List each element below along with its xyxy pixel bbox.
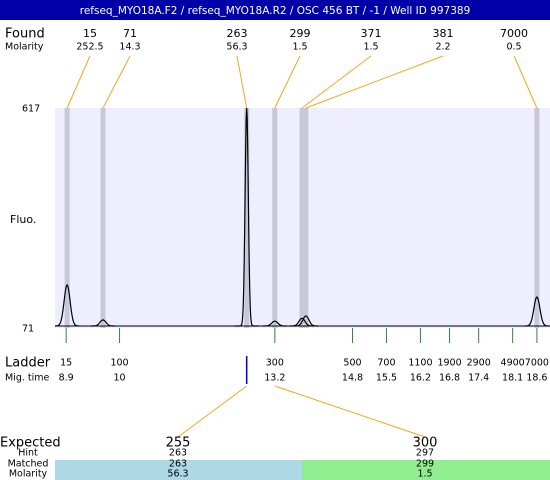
ladder-size: 1100 (408, 358, 432, 369)
hint-size: 263 (169, 448, 187, 459)
found-molarity: 56.3 (226, 42, 247, 53)
found-connector (274, 55, 301, 109)
peak-band (244, 108, 250, 328)
found-molarity: 14.3 (119, 42, 140, 53)
ladder-size: 500 (343, 358, 361, 369)
found-connector (301, 55, 372, 109)
mig-time-label: Mig. time (5, 373, 50, 384)
trace-peak (234, 107, 259, 327)
found-molarity: 252.5 (76, 42, 103, 53)
hint-size: 297 (416, 448, 434, 459)
found-molarity: 0.5 (506, 42, 521, 53)
found-molarity: 2.2 (435, 42, 450, 53)
found-size: 263 (227, 27, 248, 40)
expected-label: Expected (0, 436, 61, 451)
ladder-size: 15 (60, 358, 72, 369)
matched-size: 263 (169, 459, 187, 470)
found-molarity: 1.5 (363, 42, 378, 53)
peak-band (299, 108, 305, 328)
ladder-time: 14.8 (342, 373, 363, 384)
ladder-size: 300 (266, 358, 284, 369)
ladder-size: 4900 (501, 358, 525, 369)
found-connector (236, 55, 248, 109)
ladder-time: 18.1 (502, 373, 523, 384)
header-title: refseq_MYO18A.F2 / refseq_MYO18A.R2 / OS… (80, 5, 471, 17)
hint-label: Hint (18, 448, 38, 459)
y-axis-label: Fluo. (10, 213, 36, 226)
ladder-time: 13.2 (264, 373, 285, 384)
found-molarity-label: Molarity (5, 42, 44, 53)
found-size: 381 (433, 27, 454, 40)
ladder-time: 15.5 (376, 373, 397, 384)
found-connector (305, 55, 444, 109)
found-label: Found (5, 27, 45, 42)
ladder-time: 17.4 (468, 373, 489, 384)
ladder-time: 18.6 (526, 373, 547, 384)
y-tick-label: 617 (22, 104, 40, 115)
expected-connector (274, 385, 426, 438)
peak-band (534, 108, 540, 328)
trace-peak (524, 296, 549, 327)
peak-band (100, 108, 106, 328)
ladder-time: 10 (113, 373, 125, 384)
ladder-size: 1900 (437, 358, 461, 369)
expected-size: 255 (166, 436, 191, 451)
matched-label: Matched (8, 459, 49, 470)
matched-molarity: 1.5 (417, 469, 432, 480)
molarity-label: Molarity (9, 469, 48, 480)
matched-band-1 (55, 460, 302, 480)
trace-peak (262, 320, 287, 327)
found-connector (66, 55, 91, 109)
matched-size: 299 (416, 459, 434, 470)
found-connector (102, 55, 131, 109)
expected-connector (177, 385, 247, 438)
ladder-size: 700 (377, 358, 395, 369)
ladder-size: 7000 (525, 358, 549, 369)
ladder-size: 100 (110, 358, 128, 369)
peak-band (303, 108, 309, 328)
ladder-time: 16.8 (439, 373, 460, 384)
found-size: 371 (361, 27, 382, 40)
found-size: 71 (123, 27, 137, 40)
expected-size: 300 (413, 436, 438, 451)
trace-peak (91, 319, 115, 327)
matched-band-2 (302, 460, 550, 480)
found-connector (513, 55, 538, 109)
ladder-label: Ladder (5, 356, 51, 371)
ladder-time: 8.9 (59, 373, 74, 384)
peak-band (272, 108, 278, 328)
ladder-time: 16.2 (410, 373, 431, 384)
found-molarity: 1.5 (292, 42, 307, 53)
header-bar (0, 0, 550, 20)
y-tick-label: 71 (22, 324, 34, 335)
peak-band (64, 108, 70, 328)
trace-peak (293, 315, 318, 327)
matched-molarity: 56.3 (167, 469, 188, 480)
trace-peak (55, 283, 80, 327)
ladder-size: 2900 (467, 358, 491, 369)
found-size: 299 (290, 27, 311, 40)
found-size: 7000 (500, 27, 528, 40)
found-size: 15 (83, 27, 97, 40)
